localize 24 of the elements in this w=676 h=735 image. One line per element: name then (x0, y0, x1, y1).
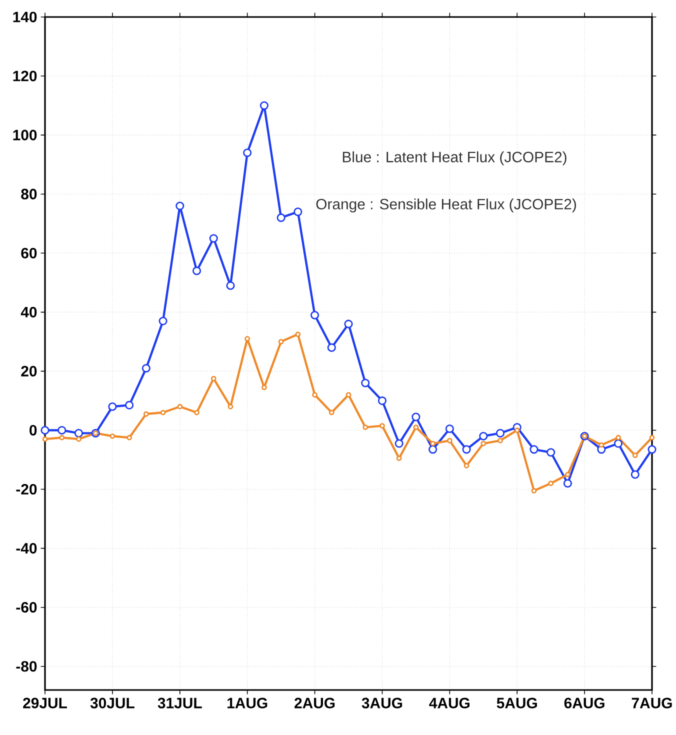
y-tick-label: -20 (16, 484, 37, 495)
annotation: Blue : Latent Heat Flux (JCOPE2) (342, 151, 566, 166)
y-tick-label: 120 (13, 70, 37, 82)
x-tick-label: 3AUG (362, 698, 402, 708)
x-tick-label: 31JUL (158, 698, 202, 708)
x-tick-label: 6AUG (564, 698, 604, 708)
y-tick-label: 100 (13, 130, 37, 140)
y-tick-label: 20 (21, 366, 37, 376)
x-tick-label: 29JUL (23, 698, 67, 708)
annotation: Orange : Sensible Heat Flux (JCOPE2) (316, 198, 576, 212)
x-tick-label: 1AUG (227, 698, 268, 708)
y-tick-label: 60 (21, 248, 37, 258)
y-tick-label: 0 (30, 424, 37, 436)
y-tick-label: 40 (20, 306, 37, 318)
x-tick-label: 2AUG (294, 698, 335, 708)
x-tick-label: 7AUG (632, 698, 672, 708)
y-tick-label: 80 (21, 188, 37, 200)
y-tick-label: -60 (16, 602, 37, 613)
x-tick-label: 4AUG (429, 698, 470, 708)
y-tick-label: -80 (16, 661, 37, 672)
y-tick-label: -40 (16, 543, 37, 554)
x-tick-label: 30JUL (90, 698, 134, 708)
y-tick-label: 140 (13, 12, 37, 22)
x-tick-label: 5AUG (496, 698, 537, 708)
